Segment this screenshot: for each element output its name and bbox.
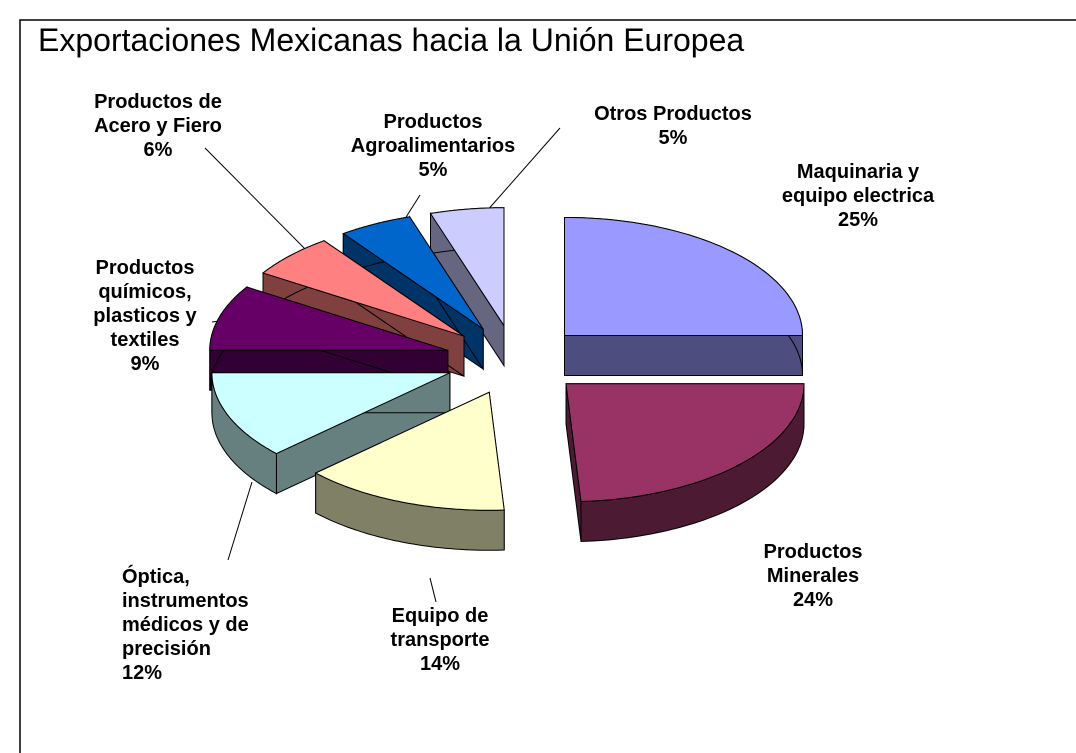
slice (342, 216, 484, 330)
slice-label: Equipo de transporte 14% (365, 604, 515, 676)
value-label: 9% (130, 353, 160, 375)
category-label: Productos Agroalimentarios (350, 111, 516, 157)
category-label: Productos de Acero y Fiero (94, 91, 222, 137)
leader-line (227, 481, 253, 561)
slice-label: Productos químicos, plasticos y textiles… (75, 256, 215, 376)
slice (429, 207, 505, 328)
leader-line (485, 127, 561, 213)
slice-label: Productos Agroalimentarios 5% (338, 110, 528, 182)
value-label: 5% (418, 159, 448, 181)
chart-title: Exportaciones Mexicanas hacia la Unión E… (38, 22, 745, 58)
value-label: 5% (658, 127, 688, 149)
slice (261, 240, 465, 337)
category-label: Otros Productos (594, 103, 752, 125)
slice (209, 286, 448, 351)
slice-side (564, 335, 803, 376)
slice (565, 383, 805, 503)
value-label: 6% (143, 139, 173, 161)
slice (211, 372, 451, 455)
category-label: Óptica, instrumentos médicos y de precis… (122, 566, 249, 660)
category-label: Productos químicos, plasticos y textiles (93, 257, 197, 351)
slice (564, 217, 804, 336)
leader-line (204, 147, 313, 257)
category-label: Equipo de transporte (390, 605, 490, 651)
value-label: 25% (837, 209, 879, 231)
value-label: 24% (792, 589, 834, 611)
value-label: 12% (122, 662, 163, 684)
slice-label: Productos Minerales 24% (743, 540, 883, 612)
value-label: 14% (419, 653, 461, 675)
slice (314, 391, 505, 511)
leader-line (429, 577, 437, 603)
category-label: Productos Minerales (763, 541, 863, 587)
slice-label: Óptica, instrumentos médicos y de precis… (122, 565, 282, 685)
frame (19, 19, 1076, 753)
slice-label: Maquinaria y equipo electrica 25% (763, 160, 953, 232)
category-label: Maquinaria y equipo electrica (781, 161, 935, 207)
slice-label: Otros Productos 5% (558, 102, 788, 150)
slice-label: Productos de Acero y Fiero 6% (78, 90, 238, 162)
